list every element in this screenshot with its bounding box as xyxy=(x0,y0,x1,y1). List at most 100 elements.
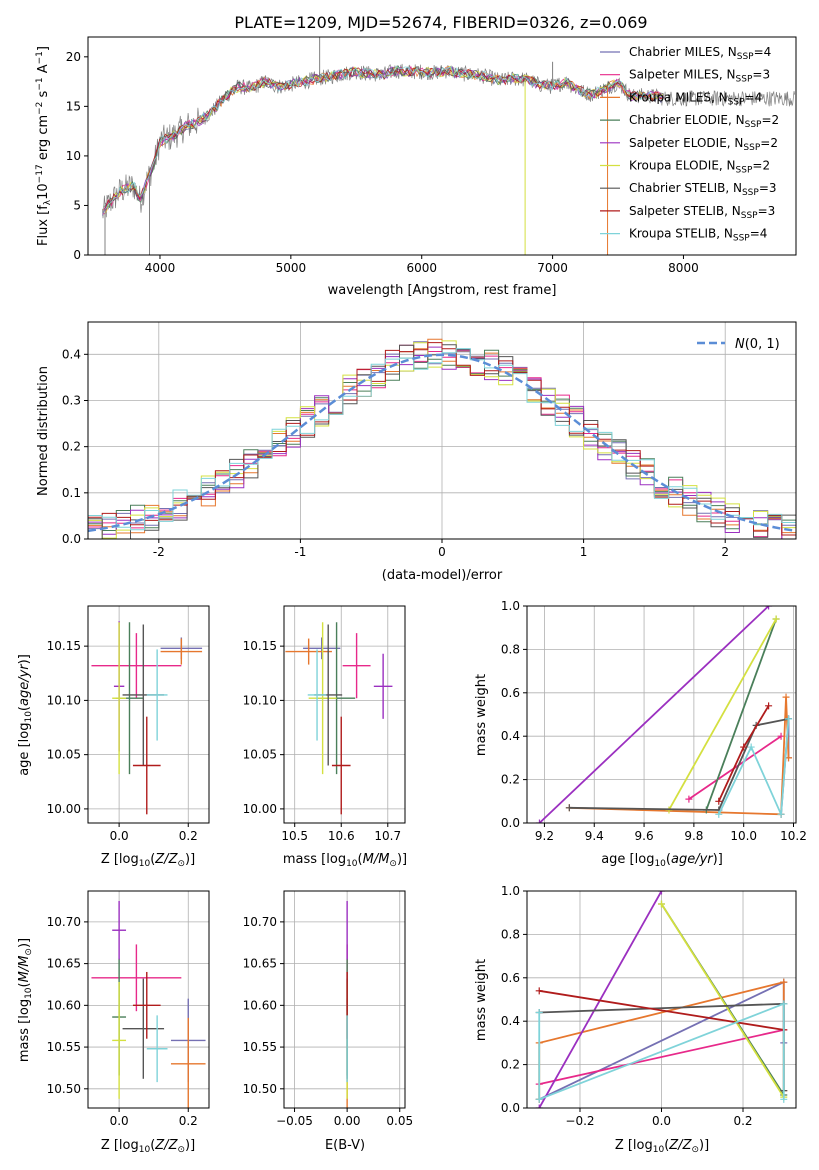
legend-entry: Chabrier MILES, NSSP=4 xyxy=(629,45,771,62)
spectrum-model-line xyxy=(104,67,664,210)
residuals-panel-ytick-label: 0.4 xyxy=(62,347,81,361)
legend-entry: Kroupa STELIB, NSSP=4 xyxy=(629,227,767,244)
spectrum-panel-ytick-label: 10 xyxy=(66,149,81,163)
legend-entry-part: =2 xyxy=(752,159,770,173)
weight-vs-age-series-marker xyxy=(685,795,693,803)
spectrum-ylabel-part: A xyxy=(36,64,51,77)
age-vs-mass-panel-ytick-label: 10.00 xyxy=(243,802,277,816)
spectrum-panel: 4000 5000 6000 7000 8000 0 5 10 15 20 Chabrier MIL… xyxy=(66,36,797,275)
spectrum-panel-ytick-label: 15 xyxy=(66,99,81,113)
mass-vs-ebv-xlabel: E(B-V) xyxy=(325,1138,365,1153)
age-vs-mass-point xyxy=(285,638,332,665)
age-vs-z-ylabel-part: ( xyxy=(17,706,32,711)
mass-vs-z-panel: 0.0 0.2 10.50 10.55 10.60 10.65 10.70 xyxy=(47,890,210,1128)
spectrum-ylabel-part: erg cm xyxy=(36,115,51,164)
weight-vs-z-xlabel-part: )] xyxy=(699,1138,709,1153)
weight-vs-z-panel-plot-area xyxy=(535,891,788,1108)
weight-vs-age-panel-xtick-label: 9.8 xyxy=(684,829,703,843)
age-vs-mass-point xyxy=(342,633,371,699)
mass-vs-ebv-panel-ytick-label: 10.65 xyxy=(243,957,277,971)
mass-vs-z-xlabel-part: ⊙ xyxy=(177,1145,185,1155)
age-vs-mass-point xyxy=(307,649,327,741)
mass-vs-z-point xyxy=(91,944,182,1012)
residuals-panel-plot-area xyxy=(88,338,796,539)
spectrum-ylabel-part: −2 xyxy=(35,102,45,115)
age-vs-z-ylabel-part: age/yr xyxy=(17,663,32,706)
residuals-panel-xtick-label: -1 xyxy=(294,545,306,559)
gaussian-legend-label: N(0, 1) xyxy=(735,337,780,352)
age-vs-z-panel-ytick-label: 10.05 xyxy=(47,748,81,762)
weight-vs-age-panel-xtick-label: 9.4 xyxy=(585,829,604,843)
spectrum-panel-frame xyxy=(87,36,797,256)
mass-vs-ebv-panel-ytick-label: 10.60 xyxy=(243,998,277,1012)
weight-vs-age-xlabel-part: age/yr xyxy=(671,852,714,867)
spectrum-legend: Chabrier MILES, NSSP=4 Salpeter MILES, NS… xyxy=(600,45,779,244)
legend-entry-part: SSP xyxy=(733,234,750,244)
residuals-panel-ytick-label: 0.1 xyxy=(62,486,81,500)
spectrum-ylabel-part: −1 xyxy=(35,51,45,64)
legend-entry-part: =3 xyxy=(758,204,776,218)
mass-vs-z-ylabel: mass [log10(M/M⊙)] xyxy=(17,938,34,1062)
weight-vs-age-xlabel-part: 10 xyxy=(654,859,666,869)
weight-vs-age-panel: 9.2 9.4 9.6 9.8 10.0 10.2 0.0 0.2 0.4 0.6 0.8 1.0 xyxy=(501,599,807,843)
weight-vs-age-series-marker xyxy=(715,810,723,818)
spectrum-panel-xtick-label: 6000 xyxy=(406,261,437,275)
mass-vs-z-ylabel-part: mass [log xyxy=(17,999,32,1062)
weight-vs-z-series-marker xyxy=(535,1009,543,1017)
residuals-panel-ytick-label: 0.0 xyxy=(62,532,81,546)
legend-entry-part: =4 xyxy=(750,227,768,241)
age-vs-z-panel-frame-layer: 0.0 0.2 10.00 10.05 10.10 10.15 xyxy=(47,605,210,843)
age-vs-z-xlabel-part: )] xyxy=(185,852,195,867)
gaussian-legend-label-part: N xyxy=(735,337,745,352)
spectrum-ylabel-part: 10 xyxy=(36,183,51,200)
weight-vs-age-series-marker xyxy=(785,715,793,723)
weight-vs-age-series-marker xyxy=(740,743,748,751)
mass-vs-z-ylabel-part: M/M xyxy=(17,956,32,983)
weight-vs-age-panel-ytick-label: 0.2 xyxy=(501,773,520,787)
residuals-panel-ytick-label: 0.2 xyxy=(62,440,81,454)
weight-vs-age-series-marker xyxy=(747,743,755,751)
residuals-panel-frame-layer: -2 -1 0 1 2 0.0 0.1 0.2 0.3 0.4 N(0, 1) xyxy=(62,321,797,559)
weight-vs-z-series-line xyxy=(660,903,785,1098)
spectrum-ylabel-part: s xyxy=(36,90,51,101)
age-vs-mass-xlabel-part: M/M xyxy=(363,852,390,867)
weight-vs-age-panel-plot-area xyxy=(535,606,793,823)
legend-entry-part: SSP xyxy=(728,97,745,107)
weight-vs-age-series-marker xyxy=(535,819,543,823)
legend-entry-part: Salpeter ELODIE, N xyxy=(629,136,743,150)
legend-entry: Chabrier STELIB, NSSP=3 xyxy=(629,181,777,198)
residuals-panel: -2 -1 0 1 2 0.0 0.1 0.2 0.3 0.4 N(0, 1) xyxy=(62,321,797,559)
legend-entry: Chabrier ELODIE, NSSP=2 xyxy=(629,113,779,130)
legend-entry-part: SSP xyxy=(736,75,753,85)
age-vs-mass-xlabel-part: ( xyxy=(358,852,363,867)
age-vs-mass-point xyxy=(308,622,337,775)
age-vs-z-xlabel: Z [log10(Z/Z⊙)] xyxy=(101,852,195,869)
legend-entry-part: =3 xyxy=(759,181,777,195)
age-vs-z-xlabel-part: Z/Z xyxy=(154,852,178,867)
weight-vs-z-series-marker xyxy=(535,987,543,995)
weight-vs-age-panel-frame-layer: 9.2 9.4 9.6 9.8 10.0 10.2 0.0 0.2 0.4 0.6 0.8 1.0 xyxy=(501,599,807,843)
mass-vs-z-xlabel-part: 10 xyxy=(139,1145,151,1155)
mass-vs-ebv-panel-frame-layer: −0.05 0.00 0.05 10.50 10.55 10.60 10.65 10.70 xyxy=(243,890,413,1128)
age-vs-z-point xyxy=(132,716,161,815)
age-vs-mass-panel-xtick-label: 10.6 xyxy=(328,829,355,843)
histogram-step xyxy=(88,342,796,536)
residuals-panel-xtick-label: 0 xyxy=(438,545,446,559)
mass-vs-z-panel-ytick-label: 10.60 xyxy=(47,998,81,1012)
age-vs-mass-panel-xtick-label: 10.7 xyxy=(374,829,401,843)
legend-entry: Salpeter MILES, NSSP=3 xyxy=(629,68,770,85)
legend-entry-part: Salpeter STELIB, N xyxy=(629,204,741,218)
spectrum-ylabel-part: λ xyxy=(43,199,53,205)
mass-vs-z-panel-frame xyxy=(87,890,210,1109)
age-vs-z-panel-xtick-label: 0.2 xyxy=(179,829,198,843)
weight-vs-age-series-marker xyxy=(777,810,785,818)
mass-vs-z-point xyxy=(132,971,161,1039)
weight-vs-z-xlabel-part: Z [log xyxy=(615,1138,653,1153)
age-vs-mass-xlabel: mass [log10(M/M⊙)] xyxy=(283,852,407,869)
age-vs-z-ylabel: age [log10(age/yr)] xyxy=(17,654,34,776)
spectrum-panel-ytick-label: 0 xyxy=(73,248,81,262)
age-vs-z-panel-plot-area xyxy=(91,621,203,815)
mass-vs-z-panel-ytick-label: 10.55 xyxy=(47,1040,81,1054)
